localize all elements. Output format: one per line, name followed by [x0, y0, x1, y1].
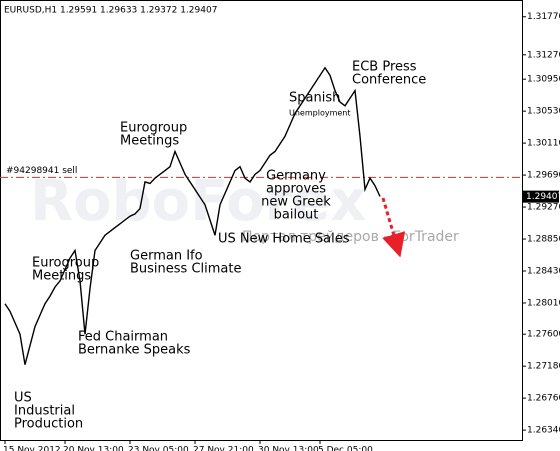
y-tick-label: 1.31770 — [527, 12, 560, 22]
x-tick-label: 30 Nov 13:00 — [258, 446, 319, 451]
annotation: Production — [14, 417, 83, 432]
x-tick-label: 20 Nov 13:00 — [63, 446, 124, 451]
y-tick-label: 1.27180 — [527, 362, 560, 372]
annotation: US New Home Sales — [218, 232, 350, 247]
current-price-label: 1.29407 — [526, 192, 560, 202]
y-tick-label: 1.26340 — [527, 426, 560, 436]
price-line — [4, 66, 381, 365]
y-tick-label: 1.30950 — [527, 75, 560, 85]
y-tick-label: 1.28430 — [527, 267, 560, 277]
x-tick-label: 5 Dec 05:00 — [318, 446, 373, 451]
annotation: Fed Chairman — [78, 330, 168, 345]
current-price-box — [523, 190, 559, 203]
y-tick-label: 1.27600 — [527, 330, 560, 340]
y-tick-label: 1.31270 — [527, 50, 560, 60]
annotation: Meetings — [32, 269, 91, 284]
annotation: ECB Press — [352, 60, 417, 75]
annotation: German Ifo — [130, 249, 203, 264]
annotation: Unemployment — [289, 109, 351, 118]
annotation: Bernanke Speaks — [78, 343, 191, 358]
y-tick-label: 1.29690 — [527, 171, 560, 181]
annotation: Germany — [266, 169, 326, 184]
annotation: Spanish — [289, 91, 340, 106]
y-tick-label: 1.29270 — [527, 203, 560, 213]
x-tick-label: 27 Nov 21:00 — [193, 446, 254, 451]
y-tick-label: 1.30530 — [527, 107, 560, 117]
annotation: bailout — [274, 208, 319, 223]
annotation: approves — [266, 182, 326, 197]
annotation: US — [14, 391, 32, 406]
order-label: #94298941 sell — [6, 166, 77, 176]
y-tick-label: 1.28010 — [527, 298, 560, 308]
annotation: new Greek — [261, 195, 331, 210]
x-tick-label: 23 Nov 05:00 — [128, 446, 189, 451]
annotation: Eurogroup — [32, 256, 99, 271]
plot-frame — [0, 0, 523, 441]
y-tick-label: 1.26760 — [527, 394, 560, 404]
x-tick-label: 15 Nov 2012 — [3, 446, 61, 451]
annotation: Eurogroup — [120, 121, 187, 136]
y-tick-label: 1.28850 — [527, 235, 560, 245]
watermark: RoboForex — [30, 169, 366, 234]
annotation: Conference — [352, 73, 426, 88]
annotation: Business Climate — [130, 262, 241, 277]
y-tick-label: 1.30110 — [527, 139, 560, 149]
forecast-arrow — [381, 197, 406, 258]
annotation: Industrial — [14, 404, 75, 419]
chart-header: EURUSD,H1 1.29591 1.29633 1.29372 1.2940… — [4, 6, 217, 16]
annotation: Meetings — [120, 134, 179, 149]
